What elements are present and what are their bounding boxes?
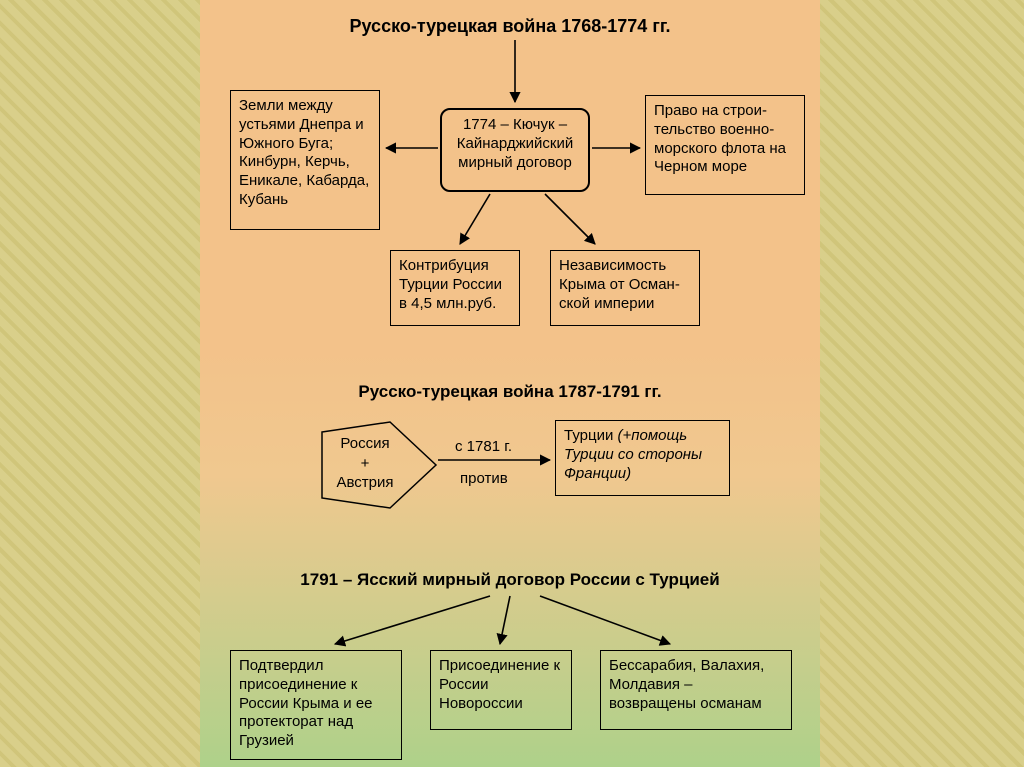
hex-line1: Россия	[340, 435, 389, 452]
paper-background-right	[820, 0, 1024, 767]
s3-box-returned: Бессарабия, Валахия, Молдавия – возвраще…	[600, 650, 792, 730]
s3-box-crimea-georgia: Подтвердил присоединение к России Крыма …	[230, 650, 402, 760]
s2-label-against: против	[460, 470, 508, 487]
hex-line3: Австрия	[336, 474, 393, 491]
section3-title: 1791 – Ясский мирный договор России с Ту…	[200, 570, 820, 590]
s2-box-turkey: Турции (+помощь Турции со стороны Франци…	[555, 420, 730, 496]
s2-right-l1: Турции	[564, 427, 618, 444]
paper-background-left	[0, 0, 200, 767]
section1-title: Русско-турецкая война 1768-1774 гг.	[200, 16, 820, 37]
s1-box-navy-rights: Право на строи­тельство военно-морского …	[645, 95, 805, 195]
s3-box-novorossia: Присоединение к России Новороссии	[430, 650, 572, 730]
s2-hex-alliance: Россия + Австрия	[320, 420, 430, 500]
s1-box-treaty: 1774 – Кючук – Кайнарджийский мирный дог…	[440, 108, 590, 192]
hex-line2: +	[361, 455, 370, 472]
s1-box-crimea-indep: Независимость Крыма от Осман­ской импери…	[550, 250, 700, 326]
diagram-panel: Русско-турецкая война 1768-1774 гг. Земл…	[200, 0, 820, 767]
stage: Русско-турецкая война 1768-1774 гг. Земл…	[0, 0, 1024, 767]
s1-box-contribution: Контрибуция Турции России в 4,5 млн.руб.	[390, 250, 520, 326]
s1-box-territories: Земли между устьями Днепра и Южного Буга…	[230, 90, 380, 230]
section2-title: Русско-турецкая война 1787-1791 гг.	[200, 382, 820, 402]
s2-label-year: с 1781 г.	[455, 438, 512, 455]
